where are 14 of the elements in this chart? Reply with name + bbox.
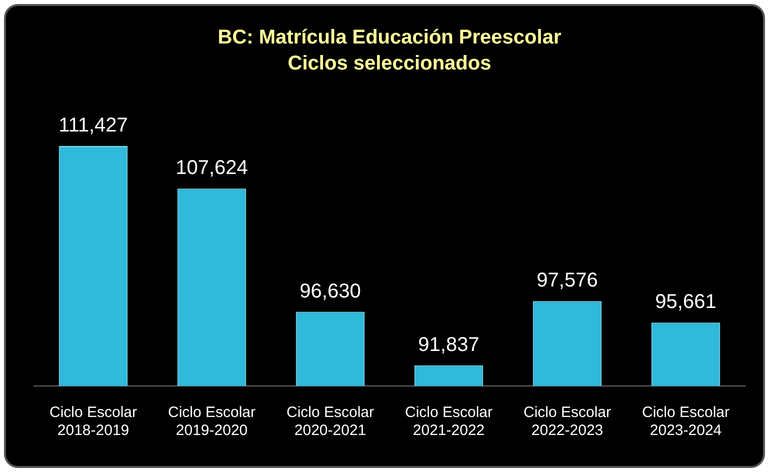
data-label: 97,576 (536, 270, 598, 292)
data-label: 95,661 (655, 291, 716, 314)
x-tick-label: Ciclo Escolar 2021-2022 (404, 404, 493, 440)
chart-title: BC: Matrícula Educación Preescolar (218, 26, 562, 49)
x-tick-label: Ciclo Escolar 2023-2024 (642, 404, 730, 440)
x-tick-label: Ciclo Escolar 2019-2020 (168, 404, 256, 440)
chart-subtitle: Ciclos seleccionados (288, 52, 492, 75)
data-label: 91,837 (418, 334, 480, 356)
x-tick-label: Ciclo Escolar 2020-2021 (286, 404, 374, 440)
x-tick-label: Ciclo Escolar 2018-2019 (49, 404, 138, 440)
data-label: 96,630 (300, 280, 361, 302)
data-label: 107,624 (176, 157, 248, 180)
data-label: 111,427 (58, 114, 128, 137)
x-tick-label: Ciclo Escolar 2022-2023 (523, 404, 612, 440)
